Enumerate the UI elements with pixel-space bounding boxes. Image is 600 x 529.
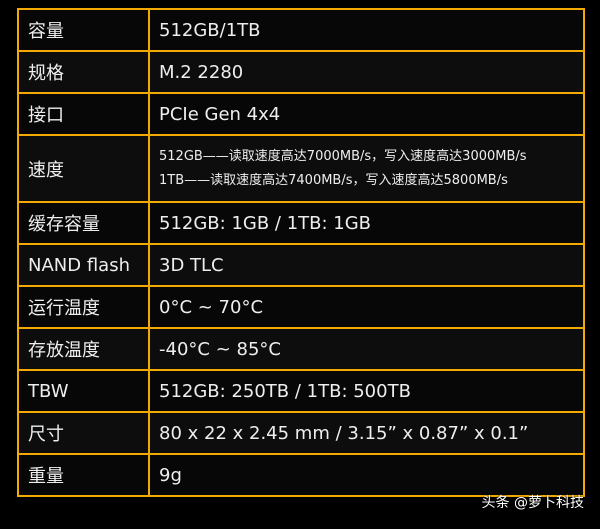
table-row: 重量 9g bbox=[17, 453, 585, 497]
spec-value: 3D TLC bbox=[148, 243, 585, 287]
spec-key: 缓存容量 bbox=[17, 201, 150, 245]
table-row: TBW 512GB: 250TB / 1TB: 500TB bbox=[17, 369, 585, 413]
spec-value: 9g bbox=[148, 453, 585, 497]
spec-value: PCIe Gen 4x4 bbox=[148, 92, 585, 136]
spec-key: 尺寸 bbox=[17, 411, 150, 455]
spec-value: 512GB: 250TB / 1TB: 500TB bbox=[148, 369, 585, 413]
spec-key: 规格 bbox=[17, 50, 150, 94]
speed-line: 512GB——读取速度高达7000MB/s，写入速度高达3000MB/s bbox=[159, 148, 527, 164]
table-row: 容量 512GB/1TB bbox=[17, 8, 585, 52]
table-row: 缓存容量 512GB: 1GB / 1TB: 1GB bbox=[17, 201, 585, 245]
spec-key: 运行温度 bbox=[17, 285, 150, 329]
table-row: 接口 PCIe Gen 4x4 bbox=[17, 92, 585, 136]
spec-key: 存放温度 bbox=[17, 327, 150, 371]
spec-key: 速度 bbox=[17, 134, 150, 203]
table-row: 规格 M.2 2280 bbox=[17, 50, 585, 94]
spec-key: NAND flash bbox=[17, 243, 150, 287]
table-row: 尺寸 80 x 22 x 2.45 mm / 3.15” x 0.87” x 0.… bbox=[17, 411, 585, 455]
spec-key: TBW bbox=[17, 369, 150, 413]
watermark: 头条 @萝卜科技 bbox=[481, 495, 584, 511]
spec-value: 512GB——读取速度高达7000MB/s，写入速度高达3000MB/s 1TB—… bbox=[148, 134, 585, 203]
table-row: 速度 512GB——读取速度高达7000MB/s，写入速度高达3000MB/s 1T… bbox=[17, 134, 585, 203]
spec-key: 接口 bbox=[17, 92, 150, 136]
spec-value: 80 x 22 x 2.45 mm / 3.15” x 0.87” x 0.1” bbox=[148, 411, 585, 455]
spec-value: -40°C ~ 85°C bbox=[148, 327, 585, 371]
spec-value: 0°C ~ 70°C bbox=[148, 285, 585, 329]
spec-value: M.2 2280 bbox=[148, 50, 585, 94]
table-row: 存放温度 -40°C ~ 85°C bbox=[17, 327, 585, 371]
spec-value: 512GB/1TB bbox=[148, 8, 585, 52]
table-row: 运行温度 0°C ~ 70°C bbox=[17, 285, 585, 329]
spec-table: 容量 512GB/1TB 规格 M.2 2280 接口 PCIe Gen 4x4 速度… bbox=[17, 8, 585, 497]
spec-key: 容量 bbox=[17, 8, 150, 52]
table-row: NAND flash 3D TLC bbox=[17, 243, 585, 287]
speed-line: 1TB——读取速度高达7400MB/s，写入速度高达5800MB/s bbox=[159, 172, 508, 188]
spec-key: 重量 bbox=[17, 453, 150, 497]
spec-value: 512GB: 1GB / 1TB: 1GB bbox=[148, 201, 585, 245]
